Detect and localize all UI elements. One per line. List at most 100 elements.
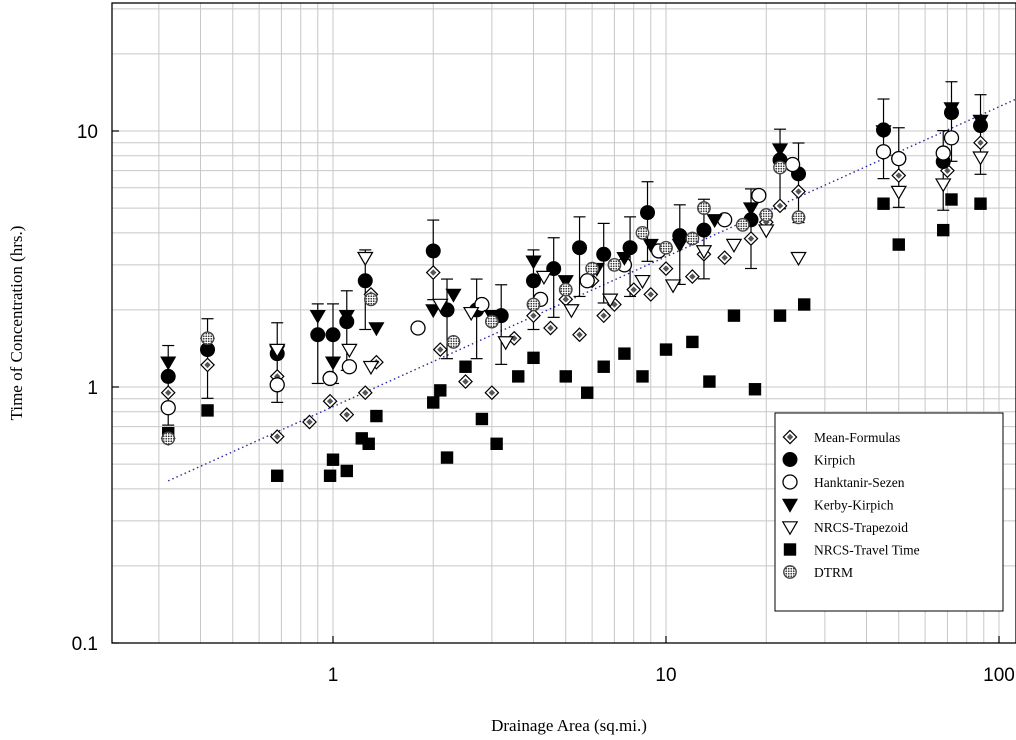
marker-center (630, 286, 637, 293)
marker-center (488, 389, 496, 396)
data-markers (160, 102, 989, 482)
marker-center (600, 312, 607, 319)
data-point (634, 274, 651, 290)
marker-center (343, 411, 350, 418)
series-kerby-kirpich (160, 102, 989, 371)
marker-shape (974, 197, 987, 210)
legend-entry: Hanktanir-Sezen (782, 474, 905, 490)
data-point (527, 351, 540, 365)
series-kirpich (160, 105, 989, 384)
data-point (773, 160, 787, 175)
marker-shape (160, 356, 177, 371)
marker-shape (696, 222, 712, 238)
legend: Mean-Formulas Kirpich Hanktanir-Sezen Kerby… (774, 412, 1004, 612)
data-point (703, 375, 716, 388)
legend-entry: Kerby-Kirpich (781, 498, 894, 513)
data-point (160, 385, 176, 401)
data-point (659, 343, 673, 356)
data-point (370, 409, 383, 423)
marker-shape (310, 327, 326, 343)
marker-center (944, 167, 951, 174)
data-point (410, 320, 426, 336)
data-point (725, 238, 743, 253)
data-point (559, 370, 572, 383)
marker-shape (563, 304, 580, 319)
data-point (340, 464, 353, 478)
marker-shape (309, 309, 326, 324)
data-point (497, 336, 514, 351)
data-point (427, 396, 440, 409)
data-point (160, 400, 176, 416)
marker-shape (364, 292, 378, 307)
data-point (972, 151, 989, 166)
marker-shape (527, 351, 540, 365)
marker-shape (771, 143, 789, 158)
marker-shape (579, 273, 595, 289)
data-point (558, 282, 573, 297)
data-point (717, 250, 733, 266)
marker-shape (322, 370, 338, 387)
marker-shape (635, 225, 650, 240)
data-point (425, 243, 441, 259)
data-point (597, 360, 610, 373)
error-bar (470, 278, 483, 360)
marker-shape (607, 257, 622, 272)
data-point (773, 309, 787, 322)
data-point (659, 240, 673, 255)
marker-shape (797, 298, 811, 311)
marker-shape (877, 197, 890, 210)
error-bar (427, 219, 440, 301)
marker-center (611, 301, 618, 308)
marker-shape (357, 273, 373, 289)
marker-shape (706, 214, 723, 228)
marker-center (647, 291, 654, 298)
data-point (748, 383, 762, 396)
marker-shape (659, 240, 673, 255)
legend-items: Mean-Formulas Kirpich Hanktanir-Sezen Kerby… (781, 429, 920, 580)
data-point (607, 257, 622, 272)
data-point (671, 238, 688, 253)
data-point (935, 145, 951, 161)
series-nrcs-travel-time (162, 193, 987, 482)
data-point (696, 222, 712, 238)
marker-shape (725, 238, 743, 253)
data-point (640, 205, 656, 221)
data-point (875, 144, 892, 160)
marker-center (895, 172, 902, 179)
marker-shape (432, 298, 449, 313)
legend-marker (783, 543, 797, 556)
marker-shape (601, 293, 619, 308)
marker-center (795, 188, 802, 195)
marker-shape (697, 201, 711, 215)
data-point (563, 304, 580, 319)
marker-shape (585, 261, 600, 276)
marker-shape (512, 370, 525, 383)
data-point (875, 125, 892, 140)
data-point (160, 368, 176, 384)
marker-shape (773, 309, 787, 322)
legend-entry: Kirpich (782, 452, 855, 468)
marker-shape (200, 331, 215, 346)
marker-shape (362, 437, 375, 450)
data-point (643, 286, 659, 302)
data-point (362, 437, 375, 450)
data-point (458, 374, 473, 390)
marker-shape (268, 343, 286, 358)
marker-center (721, 254, 728, 261)
marker-shape (695, 245, 713, 260)
marker-shape (572, 240, 588, 256)
series-nrcs-trapezoid (268, 151, 989, 376)
marker-shape (634, 274, 651, 290)
marker-center (362, 389, 369, 396)
y-tick-label: 10 (77, 122, 98, 143)
data-point (271, 469, 284, 482)
trend-line (167, 98, 1016, 482)
data-point (727, 309, 741, 322)
marker-center (430, 269, 437, 276)
data-point (972, 114, 989, 129)
data-point (322, 393, 338, 409)
marker-shape (791, 210, 806, 225)
data-point (685, 231, 700, 246)
data-point (475, 412, 489, 426)
